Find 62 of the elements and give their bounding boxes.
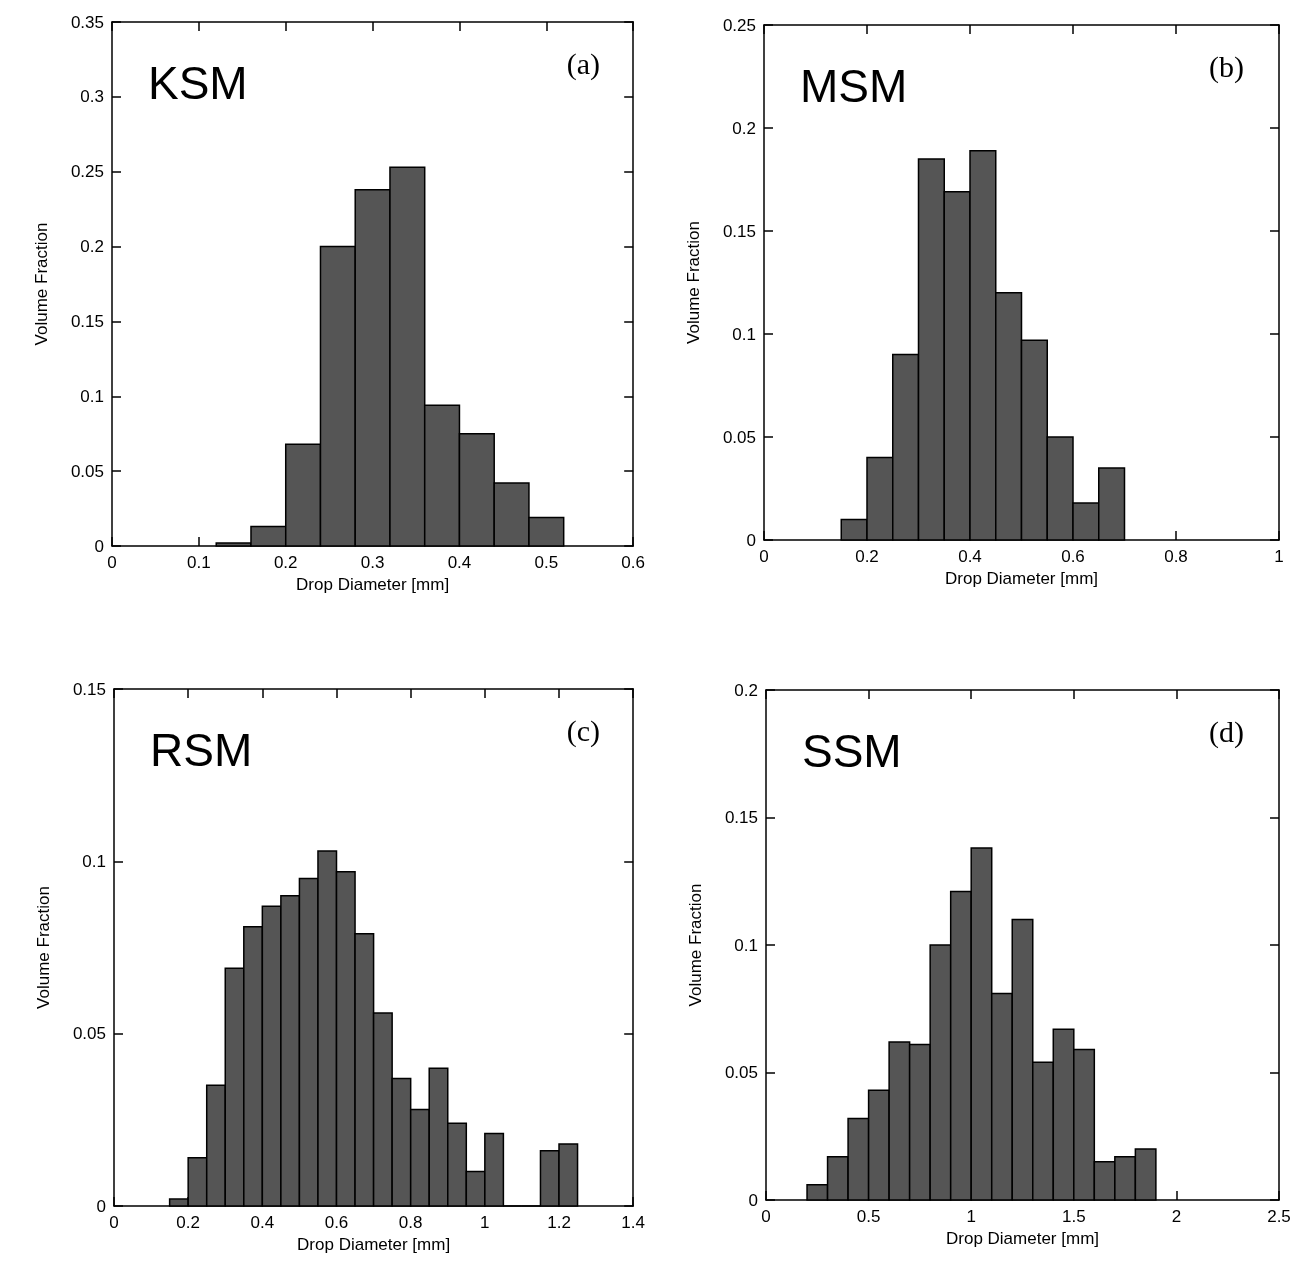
x-tick-label: 0.6: [1061, 547, 1085, 566]
y-tick-label: 0.1: [82, 851, 106, 871]
y-axis-title: Volume Fraction: [34, 886, 53, 1009]
y-tick-label: 0.15: [722, 221, 756, 241]
y-tick-label: 0.3: [80, 87, 104, 107]
y-tick-label: 0.1: [80, 386, 104, 406]
x-tick-label: 1.2: [547, 1213, 571, 1232]
y-tick-label: 0.2: [734, 680, 758, 700]
annotation: (a): [566, 46, 600, 81]
x-tick-label: 0.4: [447, 553, 472, 572]
y-tick-label: 0.2: [80, 237, 104, 257]
x-tick-label: 0.2: [273, 553, 298, 572]
x-tick-label: 1: [966, 1207, 976, 1226]
y-tick-label: 0.15: [724, 808, 758, 827]
x-tick-label: 0.1: [187, 553, 211, 572]
x-tick-label: 2: [1171, 1207, 1182, 1226]
annotation: MSM: [800, 60, 908, 112]
x-tick-label: 1.4: [621, 1213, 645, 1232]
x-tick-label: 0.8: [398, 1213, 423, 1232]
x-tick-label: 0.5: [534, 553, 559, 572]
x-axis-title: Drop Diameter [mm]: [945, 1229, 1100, 1248]
y-tick-label: 0.25: [722, 15, 756, 35]
y-axis-title: Volume Fraction: [686, 883, 705, 1007]
x-tick-label: 0.8: [1164, 547, 1188, 566]
x-axis-title: Drop Diameter [mm]: [296, 575, 450, 594]
x-tick-label: 1.5: [1061, 1207, 1086, 1226]
x-tick-label: 2.5: [1267, 1207, 1291, 1226]
annotation: SSM: [802, 725, 902, 777]
x-tick-label: 1: [480, 1213, 490, 1232]
y-tick-label: 0.05: [722, 427, 756, 447]
y-tick-label: 0.1: [734, 935, 758, 955]
y-tick-label: 0: [748, 1190, 758, 1210]
x-tick-label: 0.6: [324, 1213, 349, 1232]
x-tick-label: 0.4: [250, 1213, 275, 1232]
x-tick-label: 0: [109, 1213, 119, 1232]
y-tick-label: 0.05: [70, 461, 104, 481]
y-tick-label: 0: [746, 530, 756, 550]
y-tick-label: 0.15: [72, 679, 106, 699]
y-tick-label: 0.15: [70, 311, 104, 331]
annotation: (d): [1209, 714, 1244, 749]
y-axis-title: Volume Fraction: [684, 221, 703, 344]
y-tick-label: 0.2: [732, 118, 756, 138]
y-tick-label: 0.35: [70, 12, 104, 32]
y-axis-title: Volume Fraction: [32, 222, 51, 346]
annotation: (c): [566, 713, 600, 748]
x-tick-label: 0.2: [855, 547, 879, 566]
annotation: RSM: [150, 724, 253, 776]
y-tick-label: 0.25: [70, 162, 104, 182]
x-axis-title: Drop Diameter [mm]: [944, 569, 1099, 588]
x-tick-label: 0.3: [360, 553, 385, 572]
x-axis-title: Drop Diameter [mm]: [297, 1235, 451, 1254]
y-tick-label: 0.05: [724, 1063, 758, 1082]
x-tick-label: 0.6: [621, 553, 645, 572]
x-tick-label: 1: [1274, 547, 1284, 566]
x-tick-label: 0.2: [176, 1213, 200, 1232]
x-tick-label: 0: [761, 1207, 771, 1226]
x-tick-label: 0.4: [958, 547, 982, 566]
x-tick-label: 0.5: [856, 1207, 881, 1226]
y-tick-label: 0.05: [72, 1024, 106, 1044]
annotation: KSM: [148, 57, 248, 109]
y-tick-label: 0.1: [732, 324, 756, 344]
annotation: (b): [1209, 49, 1244, 84]
